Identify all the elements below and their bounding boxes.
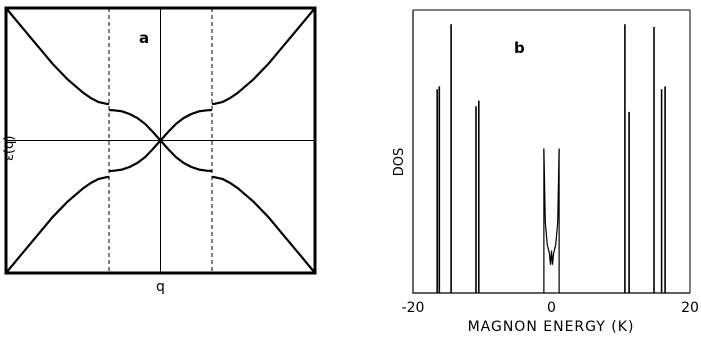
- x-tick-label: -20: [402, 300, 425, 316]
- x-tick-labels: -20 0 20: [402, 300, 699, 316]
- band-profile: [543, 148, 560, 265]
- panel-a-xlabel: q: [156, 279, 165, 295]
- panel-a-label: a: [139, 29, 149, 47]
- dispersion-branch-outer-upper-right: [211, 7, 316, 106]
- dos-spikes: [436, 24, 666, 293]
- dispersion-branch-outer-upper-left: [5, 7, 110, 106]
- panel-b-xlabel: MAGNON ENERGY (K): [468, 319, 635, 335]
- panel-b-ylabel: DOS: [392, 148, 407, 177]
- panel-b-axes: [412, 10, 690, 294]
- panel-a-dispersion: a q ε(q): [2, 6, 317, 295]
- x-tick-label: 20: [681, 300, 699, 316]
- dispersion-branch-outer-lower-left: [5, 175, 110, 274]
- panel-b-dos: -20 0 20 b MAGNON ENERGY (K) DOS: [392, 9, 699, 335]
- dispersion-curves: [5, 7, 316, 274]
- dispersion-branch-outer-lower-right: [211, 175, 316, 274]
- dispersion-branch-inner-b: [109, 108, 212, 173]
- x-tick-label: 0: [547, 300, 556, 316]
- panel-b-label: b: [514, 39, 525, 57]
- panel-a-ylabel: ε(q): [2, 136, 17, 161]
- dos-central-band: [543, 148, 560, 293]
